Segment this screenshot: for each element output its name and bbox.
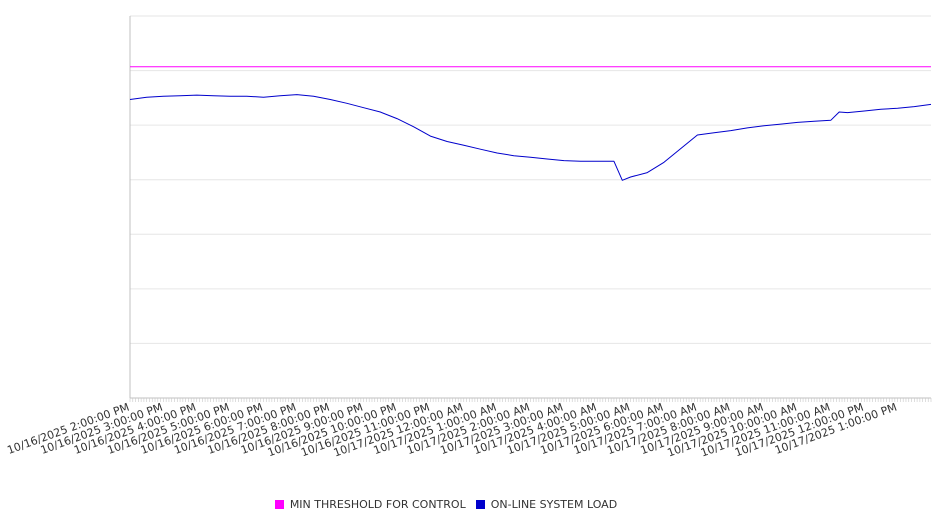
legend-swatch-system-load [475, 500, 485, 509]
legend-label-threshold: MIN THRESHOLD FOR CONTROL [289, 498, 466, 511]
series-line-system-load [129, 94, 932, 181]
legend-swatch-threshold [274, 500, 284, 509]
gridlines [130, 15, 931, 344]
legend-item-threshold[interactable]: MIN THRESHOLD FOR CONTROL [274, 498, 466, 511]
series-group [129, 66, 932, 181]
legend-item-system-load[interactable]: ON-LINE SYSTEM LOAD [475, 498, 618, 511]
legend-label-system-load: ON-LINE SYSTEM LOAD [490, 498, 618, 511]
legend: MIN THRESHOLD FOR CONTROL ON-LINE SYSTEM… [0, 498, 892, 511]
